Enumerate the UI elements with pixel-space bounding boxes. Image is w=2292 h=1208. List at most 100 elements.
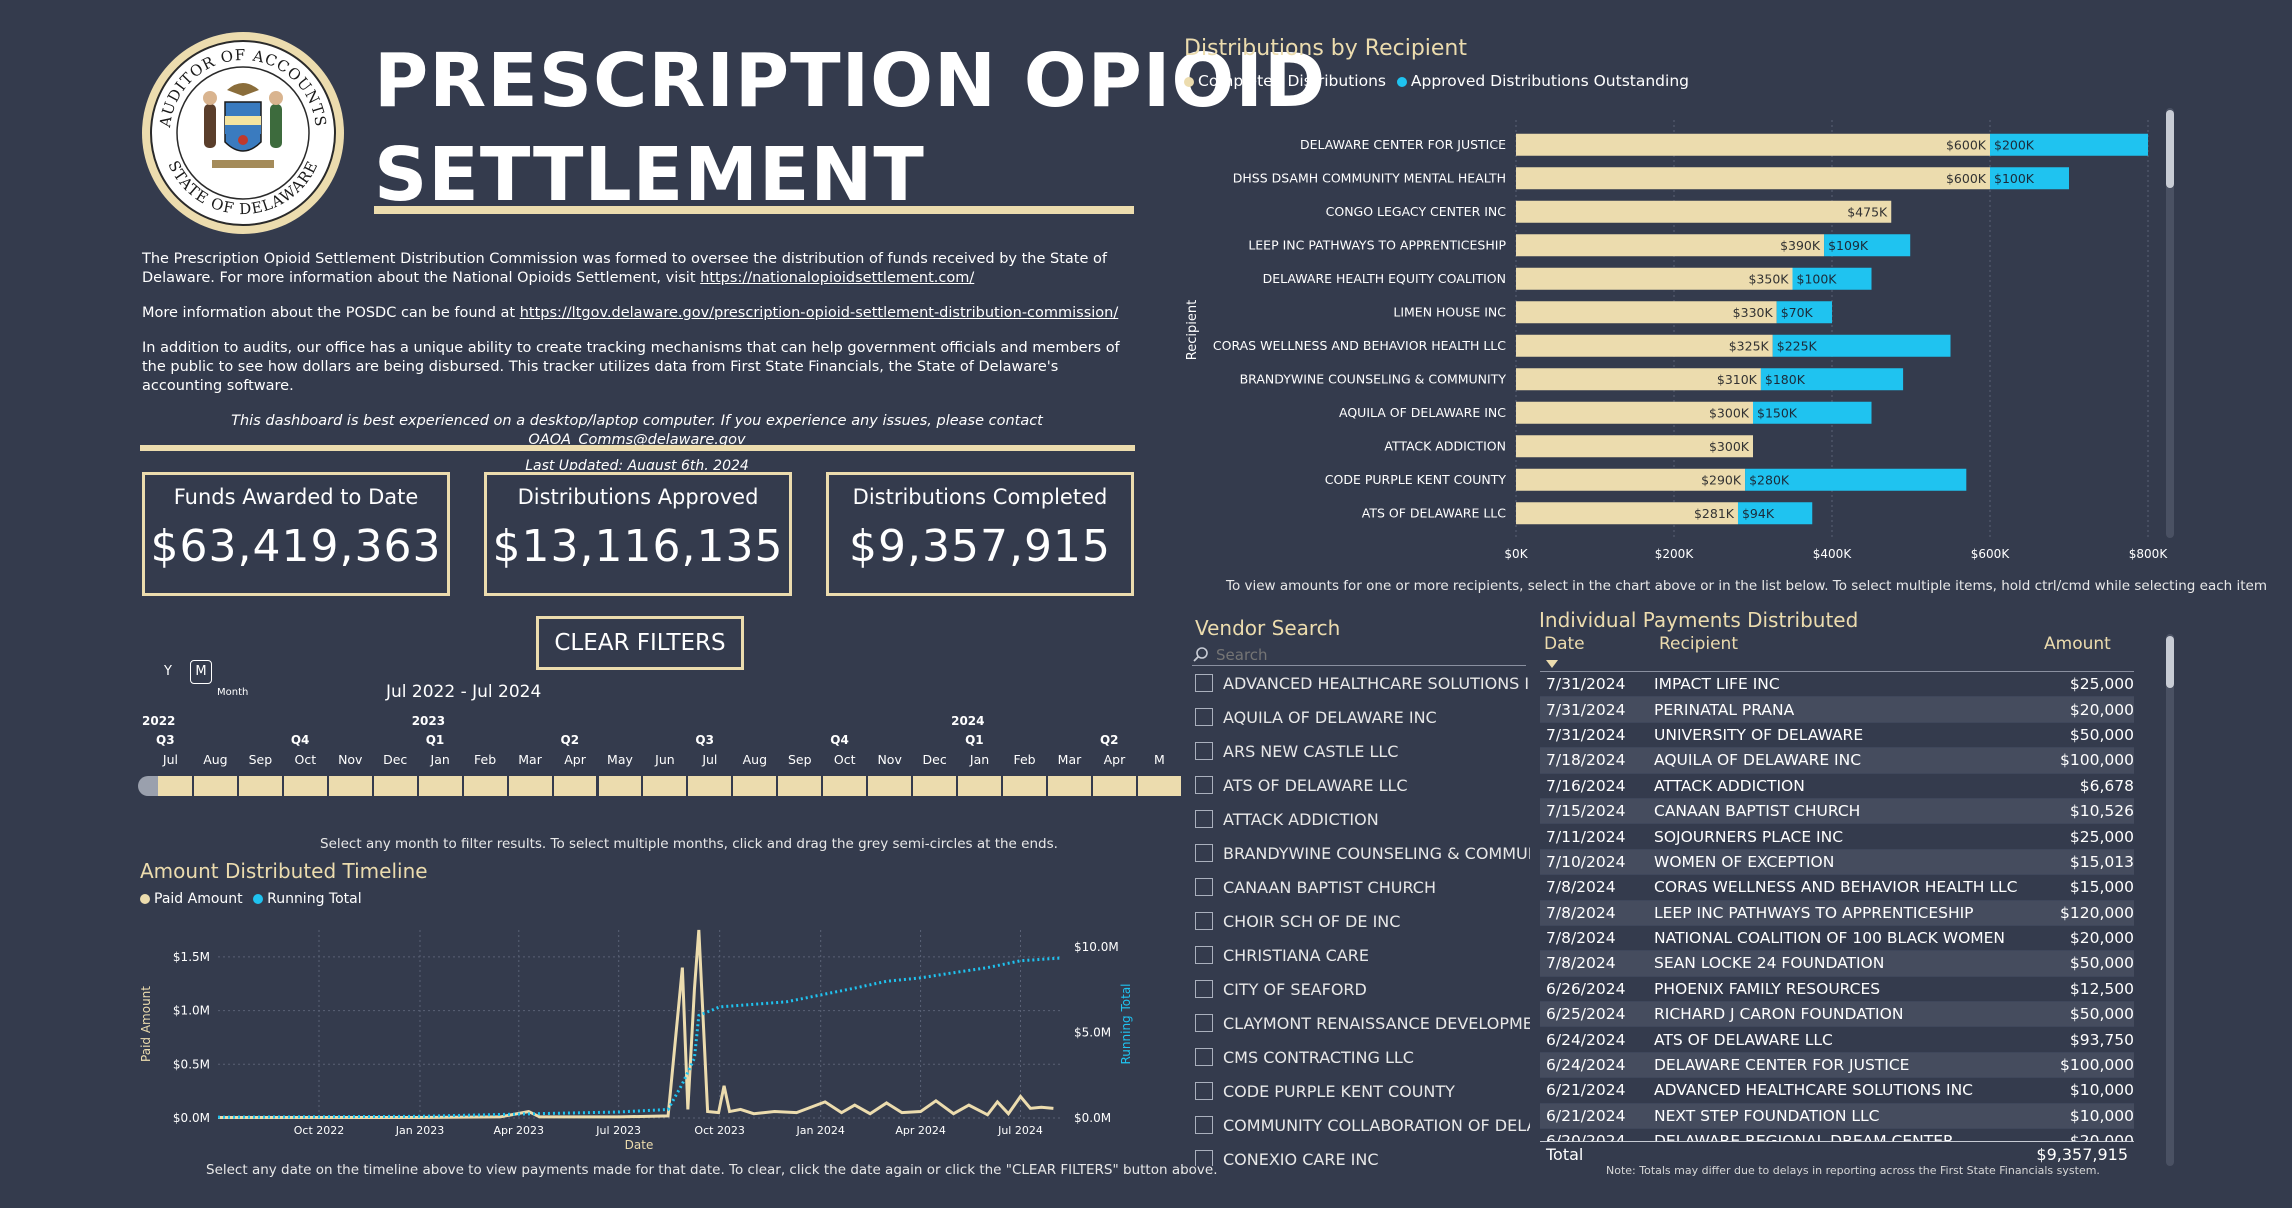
slicer-month-cell[interactable] bbox=[823, 776, 867, 796]
vendor-list-item[interactable]: ARS NEW CASTLE LLC bbox=[1185, 734, 1530, 768]
slicer-month-cell[interactable] bbox=[149, 776, 192, 796]
bar-outstanding[interactable] bbox=[1824, 234, 1911, 257]
slicer-month-cell[interactable] bbox=[643, 776, 687, 796]
table-row[interactable]: 6/21/2024 NEXT STEP FOUNDATION LLC $10,000 bbox=[1540, 1103, 2134, 1130]
bar-completed[interactable] bbox=[1516, 301, 1777, 324]
posdc-link[interactable]: https://ltgov.delaware.gov/prescription-… bbox=[519, 305, 1119, 321]
vendor-list[interactable]: ADVANCED HEALTHCARE SOLUTIONS INC AQUILA … bbox=[1185, 666, 1530, 1166]
slicer-month-cell[interactable] bbox=[733, 776, 777, 796]
slicer-month-cell[interactable] bbox=[1003, 776, 1046, 796]
header-recipient[interactable]: Recipient bbox=[1659, 634, 1738, 654]
bar-completed[interactable] bbox=[1516, 435, 1753, 458]
bar-outstanding[interactable] bbox=[1745, 468, 1967, 491]
bar-completed[interactable] bbox=[1516, 401, 1753, 424]
slicer-month-cell[interactable] bbox=[1137, 776, 1181, 796]
slicer-month-cell[interactable] bbox=[283, 776, 327, 796]
category-label[interactable]: CODE PURPLE KENT COUNTY bbox=[1325, 472, 1507, 487]
vendor-checkbox[interactable] bbox=[1195, 810, 1213, 828]
vendor-checkbox[interactable] bbox=[1195, 708, 1213, 726]
slicer-month-cell[interactable] bbox=[373, 776, 417, 796]
vendor-list-item[interactable]: ADVANCED HEALTHCARE SOLUTIONS INC bbox=[1185, 666, 1530, 700]
running-total-line[interactable] bbox=[217, 956, 1061, 1119]
vendor-search-box[interactable] bbox=[1192, 644, 1526, 666]
vendor-checkbox[interactable] bbox=[1195, 776, 1213, 794]
slicer-month-cell[interactable] bbox=[328, 776, 372, 796]
slicer-month-cell[interactable] bbox=[913, 776, 957, 796]
vendor-checkbox[interactable] bbox=[1195, 946, 1213, 964]
table-row[interactable]: 7/8/2024 LEEP INC PATHWAYS TO APPRENTICES… bbox=[1540, 900, 2134, 926]
category-label[interactable]: CONGO LEGACY CENTER INC bbox=[1326, 204, 1507, 219]
recipients-scroll-thumb[interactable] bbox=[2166, 110, 2174, 188]
table-row[interactable]: 7/15/2024 CANAAN BAPTIST CHURCH $10,526 bbox=[1540, 798, 2134, 825]
header-date[interactable]: Date bbox=[1544, 634, 1585, 654]
vendor-list-item[interactable]: ATS OF DELAWARE LLC bbox=[1185, 768, 1530, 802]
vendor-checkbox[interactable] bbox=[1195, 980, 1213, 998]
table-row[interactable]: 6/25/2024 RICHARD J CARON FOUNDATION $50,0… bbox=[1540, 1002, 2134, 1028]
vendor-list-item[interactable]: ATTACK ADDICTION bbox=[1185, 802, 1530, 836]
timeline-chart[interactable]: Oct 2022 Jan 2023 Apr 2023 Jul 2023 Oct 2023… bbox=[130, 912, 1140, 1162]
vendor-checkbox[interactable] bbox=[1195, 844, 1213, 862]
bar-completed[interactable] bbox=[1516, 334, 1773, 357]
header-amount[interactable]: Amount bbox=[2044, 634, 2111, 654]
bar-completed[interactable] bbox=[1516, 133, 1990, 156]
bar-completed[interactable] bbox=[1516, 200, 1892, 223]
vendor-checkbox[interactable] bbox=[1195, 1048, 1213, 1066]
table-row[interactable]: 7/31/2024 IMPACT LIFE INC $25,000 bbox=[1540, 672, 2134, 698]
bar-completed[interactable] bbox=[1516, 167, 1990, 190]
category-label[interactable]: DELAWARE CENTER FOR JUSTICE bbox=[1300, 137, 1506, 152]
recipients-scrollbar[interactable] bbox=[2166, 108, 2174, 538]
slicer-month-cell[interactable] bbox=[508, 776, 552, 796]
vendor-list-item[interactable]: BRANDYWINE COUNSELING & COMMUNITY bbox=[1185, 836, 1530, 870]
bar-outstanding[interactable] bbox=[1792, 267, 1872, 290]
vendor-checkbox[interactable] bbox=[1195, 1116, 1213, 1134]
slicer-month-cell[interactable] bbox=[193, 776, 237, 796]
vendor-checkbox[interactable] bbox=[1195, 674, 1213, 692]
bar-outstanding[interactable] bbox=[1990, 133, 2148, 156]
recipients-chart[interactable]: $0K $200K $400K $600K $800K Recipient DELAWARE… bbox=[1176, 110, 2176, 570]
slicer-month-cell[interactable] bbox=[598, 776, 642, 796]
table-row[interactable]: 6/21/2024 ADVANCED HEALTHCARE SOLUTIONS I… bbox=[1540, 1078, 2134, 1104]
bar-completed[interactable] bbox=[1516, 234, 1825, 257]
slicer-month-cell[interactable] bbox=[1092, 776, 1136, 796]
bar-outstanding[interactable] bbox=[1753, 401, 1872, 424]
payments-scroll-thumb[interactable] bbox=[2166, 636, 2174, 688]
bar-outstanding[interactable] bbox=[1776, 301, 1832, 324]
clear-filters-button[interactable]: CLEAR FILTERS bbox=[536, 616, 744, 670]
payments-scrollbar[interactable] bbox=[2166, 634, 2174, 1166]
slicer-month-cell[interactable] bbox=[463, 776, 507, 796]
table-row[interactable]: 7/18/2024 AQUILA OF DELAWARE INC $100,000 bbox=[1540, 748, 2134, 774]
vendor-checkbox[interactable] bbox=[1195, 912, 1213, 930]
vendor-checkbox[interactable] bbox=[1195, 1082, 1213, 1100]
category-label[interactable]: BRANDYWINE COUNSELING & COMMUNITY bbox=[1240, 371, 1507, 386]
table-row[interactable]: 7/10/2024 WOMEN OF EXCEPTION $15,013 bbox=[1540, 849, 2134, 876]
table-row[interactable]: 7/16/2024 ATTACK ADDICTION $6,678 bbox=[1540, 774, 2134, 799]
bar-outstanding[interactable] bbox=[1737, 502, 1813, 525]
table-row[interactable]: 6/24/2024 DELAWARE CENTER FOR JUSTICE $100… bbox=[1540, 1052, 2134, 1079]
vendor-list-item[interactable]: AQUILA OF DELAWARE INC bbox=[1185, 700, 1530, 734]
slicer-month-cell[interactable] bbox=[1048, 776, 1091, 796]
table-row[interactable]: 7/31/2024 PERINATAL PRANA $20,000 bbox=[1540, 697, 2134, 723]
table-row[interactable]: 7/31/2024 UNIVERSITY OF DELAWARE $50,000 bbox=[1540, 723, 2134, 749]
category-label[interactable]: LEEP INC PATHWAYS TO APPRENTICESHIP bbox=[1248, 237, 1506, 252]
vendor-list-item[interactable]: CITY OF SEAFORD bbox=[1185, 972, 1530, 1006]
table-row[interactable]: 7/8/2024 CORAS WELLNESS AND BEHAVIOR HEAL… bbox=[1540, 875, 2134, 901]
month-level-toggle[interactable]: M bbox=[190, 660, 212, 684]
slicer-month-cell[interactable] bbox=[418, 776, 462, 796]
category-label[interactable]: DHSS DSAMH COMMUNITY MENTAL HEALTH bbox=[1233, 170, 1506, 185]
slicer-month-cell[interactable] bbox=[238, 776, 282, 796]
bar-outstanding[interactable] bbox=[1990, 167, 2069, 190]
table-row[interactable]: 7/11/2024 SOJOURNERS PLACE INC $25,000 bbox=[1540, 824, 2134, 850]
bar-outstanding[interactable] bbox=[1760, 368, 1904, 391]
slicer-month-cell[interactable] bbox=[868, 776, 912, 796]
paid-amount-line[interactable] bbox=[218, 929, 1054, 1119]
vendor-list-item[interactable]: CLAYMONT RENAISSANCE DEVELOPMENT ... bbox=[1185, 1006, 1530, 1040]
category-label[interactable]: ATTACK ADDICTION bbox=[1384, 438, 1506, 453]
vendor-checkbox[interactable] bbox=[1195, 1014, 1213, 1032]
vendor-list-item[interactable]: CMS CONTRACTING LLC bbox=[1185, 1040, 1530, 1074]
vendor-list-item[interactable]: CONEXIO CARE INC bbox=[1185, 1142, 1530, 1166]
table-row[interactable]: 7/8/2024 SEAN LOCKE 24 FOUNDATION $50,000 bbox=[1540, 951, 2134, 977]
category-label[interactable]: ATS OF DELAWARE LLC bbox=[1362, 505, 1506, 520]
year-level-toggle[interactable]: Y bbox=[164, 664, 172, 679]
slicer-month-cell[interactable] bbox=[688, 776, 732, 796]
